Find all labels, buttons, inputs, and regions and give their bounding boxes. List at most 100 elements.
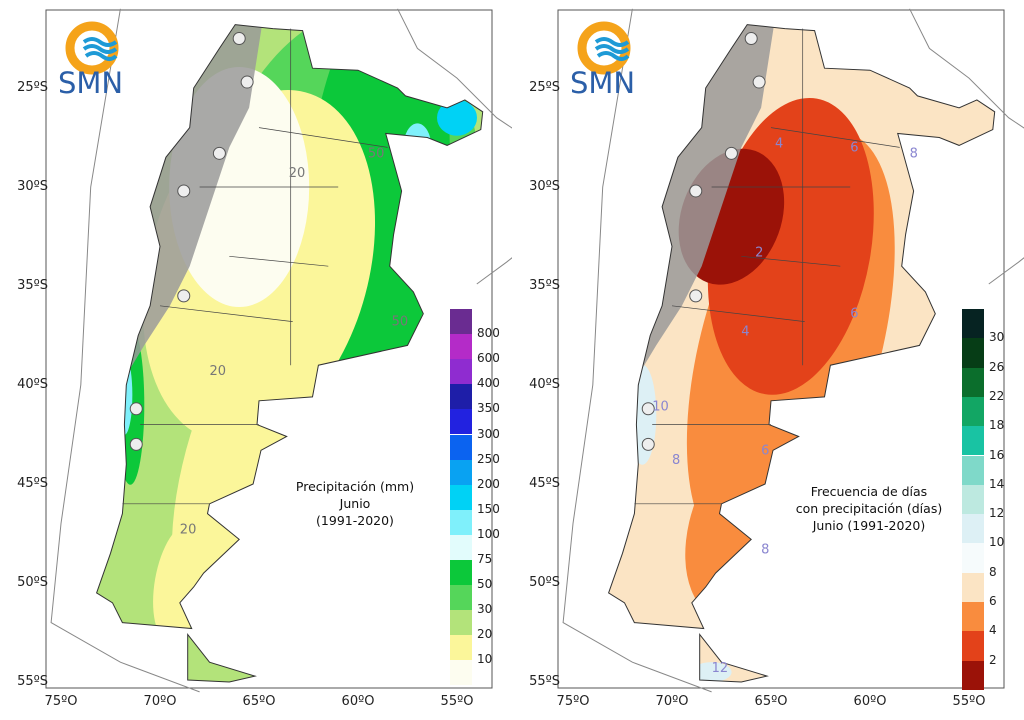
tierra-del-fuego-border — [187, 633, 257, 683]
contour-label: 20 — [210, 364, 227, 379]
smn-logo-text: SMN — [570, 66, 636, 100]
title-line: Precipitación (mm) — [295, 479, 415, 494]
legend-label: 100 — [477, 526, 500, 541]
province-border — [770, 127, 900, 148]
legend-label: 12 — [989, 506, 1005, 521]
legend-label: 300 — [477, 426, 500, 441]
legend-label: 250 — [477, 451, 500, 466]
latitude-label: 25ºS — [529, 80, 560, 95]
legend-swatch — [962, 338, 984, 368]
legend-label: 2 — [989, 652, 997, 667]
latitude-label: 45ºS — [17, 476, 48, 491]
legend-swatch — [962, 396, 984, 427]
province-border — [258, 127, 388, 148]
contour-zone — [437, 99, 477, 136]
latitude-label: 25ºS — [17, 80, 48, 95]
neighbor-coastline — [397, 8, 512, 285]
longitude-label: 70ºO — [655, 694, 689, 709]
longitude-label: 60ºO — [341, 694, 375, 709]
contour-label: 6 — [850, 140, 858, 155]
longitude-label: 75ºO — [44, 694, 78, 709]
station-marker — [129, 437, 143, 451]
legend-swatch — [450, 334, 472, 360]
latitude-label: 40ºS — [529, 377, 560, 392]
latitude-label: 45ºS — [529, 476, 560, 491]
station-marker — [689, 184, 703, 198]
legend-label: 50 — [477, 577, 493, 592]
argentina-border — [95, 24, 484, 630]
contour-label: 6 — [761, 443, 769, 458]
province-border — [671, 305, 805, 322]
legend-label: 22 — [989, 388, 1005, 403]
contour-label: 8 — [910, 146, 918, 161]
latitude-label: 55ºS — [17, 674, 48, 689]
contour-label: 12 — [712, 661, 729, 676]
station-marker — [232, 32, 246, 45]
legend-label: 4 — [989, 623, 997, 638]
latitude-label: 55ºS — [529, 674, 560, 689]
legend-label: 14 — [989, 476, 1005, 491]
contour-zone — [171, 308, 307, 620]
legend-swatch — [450, 359, 472, 385]
contour-label: 4 — [741, 325, 749, 340]
contour-label: 50 — [392, 315, 409, 330]
neighbor-coastline — [909, 8, 1024, 285]
legend-swatch — [450, 534, 472, 560]
frequency-map-panel: 4 6 8 2 4 6 10 8 6 8 12 SMN Frecuencia de días con… — [512, 0, 1024, 720]
latitude-label: 30ºS — [17, 179, 48, 194]
title-line: (1991-2020) — [316, 513, 394, 528]
legend-label: 75 — [477, 552, 493, 566]
station-marker — [240, 75, 254, 89]
latitude-label: 50ºS — [17, 575, 48, 590]
legend-swatch — [962, 426, 984, 456]
contour-label: 20 — [289, 166, 306, 181]
contour-label: 8 — [761, 542, 769, 557]
legend-swatch — [450, 309, 472, 335]
legend-swatch — [962, 514, 984, 544]
legend-label: 400 — [477, 376, 500, 391]
station-marker — [129, 402, 143, 416]
legend-swatch — [450, 509, 472, 535]
contour-label: 10 — [652, 400, 669, 415]
legend-label: 800 — [477, 326, 500, 341]
smn-logo-text: SMN — [58, 66, 124, 100]
station-marker — [641, 437, 655, 451]
contour-label: 2 — [755, 245, 763, 260]
province-border — [229, 255, 329, 267]
legend-swatch — [962, 309, 984, 339]
longitude-label: 65ºO — [754, 694, 788, 709]
legend-label: 150 — [477, 501, 500, 516]
longitude-label: 70ºO — [143, 694, 177, 709]
legend-swatch — [962, 602, 984, 632]
latitude-label: 35ºS — [17, 278, 48, 293]
station-marker — [641, 402, 655, 416]
map-title: Frecuencia de días con precipitación (dí… — [774, 483, 964, 534]
legend-label: 6 — [989, 594, 997, 608]
contour-label: 6 — [850, 307, 858, 322]
contour-label: 50 — [368, 146, 385, 161]
contour-label: 4 — [775, 136, 783, 151]
chile-coastline — [50, 8, 200, 693]
legend-swatch — [962, 367, 984, 397]
legend-swatch — [450, 585, 472, 611]
legend-label: 350 — [477, 401, 500, 416]
station-marker — [212, 146, 226, 160]
legend-swatch — [450, 610, 472, 636]
legend-swatch — [450, 434, 472, 460]
legend-swatch — [450, 459, 472, 485]
province-border — [159, 305, 293, 322]
legend-label: 30 — [989, 330, 1005, 345]
legend-swatch — [450, 409, 472, 435]
latitude-label: 30ºS — [529, 179, 560, 194]
precipitation-map-panel: 20 50 20 20 50 SMN Precipitación (mm) Junio … — [17, 8, 512, 709]
chile-coastline — [562, 8, 712, 693]
station-marker — [177, 184, 191, 198]
legend-label: 26 — [989, 359, 1005, 374]
contour-label: 20 — [180, 523, 197, 538]
station-marker — [744, 32, 758, 45]
precipitation-map: 20 50 20 20 50 — [45, 8, 512, 693]
legend-swatch — [450, 660, 472, 686]
smn-logo — [62, 18, 134, 108]
legend-label: 16 — [989, 447, 1005, 462]
latitude-label: 35ºS — [529, 278, 560, 293]
